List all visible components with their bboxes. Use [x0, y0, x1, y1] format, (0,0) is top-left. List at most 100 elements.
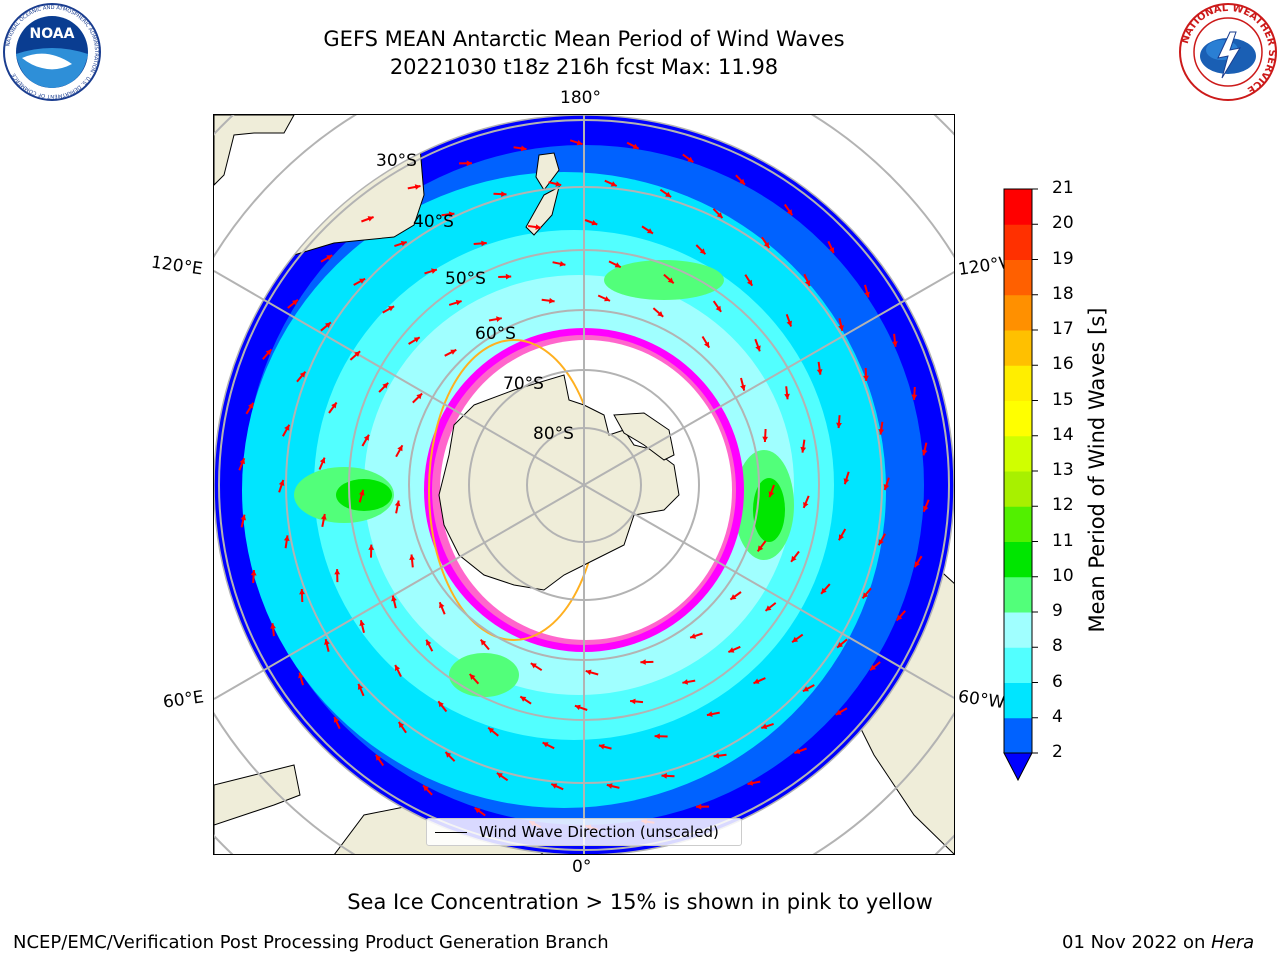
wind-wave-arrowhead — [331, 402, 337, 409]
wind-wave-arrowhead — [248, 402, 254, 409]
wind-wave-arrowhead — [614, 262, 621, 268]
wind-wave-arrowhead — [794, 748, 801, 754]
wind-wave-arrowhead — [690, 633, 696, 639]
footer-date: 01 Nov 2022 on Hera — [1062, 932, 1254, 953]
lon-label-120e: 120°E — [149, 252, 204, 280]
lat-label-50s: 50°S — [445, 269, 486, 289]
wind-wave-arrowhead — [838, 325, 844, 331]
wind-wave-arrowhead — [496, 316, 502, 322]
wind-wave-arrowhead — [802, 686, 809, 692]
legend-label: Wind Wave Direction (unscaled) — [479, 823, 719, 841]
footer-date-text: 01 Nov 2022 on — [1062, 932, 1212, 953]
colorbar-segment — [1004, 330, 1032, 366]
wind-wave-arrowhead — [357, 683, 364, 690]
wind-wave-arrowhead — [728, 647, 735, 653]
colorbar-segment — [1004, 365, 1032, 401]
wind-wave-arrowhead — [761, 723, 768, 730]
footer-credit: NCEP/EMC/Verification Post Processing Pr… — [13, 932, 609, 953]
wind-wave-arrowhead — [284, 424, 290, 431]
wind-wave-arrowhead — [667, 277, 674, 284]
wind-wave-arrowhead — [804, 280, 811, 287]
wind-wave-arrowhead — [657, 311, 664, 317]
wind-wave-arrowhead — [757, 545, 764, 552]
wind-wave-arrowhead — [325, 322, 331, 328]
wind-wave-arrowhead — [821, 587, 827, 594]
colorbar-tick-label: 14 — [1052, 424, 1074, 445]
wind-wave-arrowhead — [682, 679, 688, 685]
wind-wave-arrowhead — [765, 605, 772, 611]
colorbar-segment — [1004, 506, 1032, 542]
wind-wave-arrowhead — [792, 636, 799, 643]
noaa-logo-text: NOAA — [30, 26, 75, 42]
wind-wave-arrows — [238, 139, 930, 831]
wind-wave-arrowhead — [359, 278, 366, 284]
wind-wave-arrowhead — [395, 665, 401, 671]
wind-wave-arrowhead — [921, 449, 928, 456]
wind-wave-arrowhead — [878, 539, 884, 546]
wind-wave-arrowhead — [837, 642, 843, 648]
wind-wave-arrowhead — [747, 279, 753, 286]
wind-wave-arrowhead — [326, 255, 333, 261]
colorbar-segment — [1004, 189, 1032, 225]
wind-wave-arrowhead — [696, 803, 702, 810]
wind-wave-arrowhead — [896, 614, 903, 621]
legend-line-icon — [435, 831, 467, 833]
wind-wave-arrowhead — [319, 457, 326, 464]
wind-wave-arrowhead — [481, 240, 487, 247]
wind-wave-arrowhead — [687, 156, 694, 163]
colorbar-segment — [1004, 224, 1032, 260]
wind-wave-arrowhead — [585, 669, 592, 676]
wind-wave-arrowhead — [576, 139, 583, 146]
wind-wave-arrowhead — [375, 754, 382, 761]
wind-wave-arrowhead — [739, 178, 745, 185]
colorbar-segment — [1004, 682, 1032, 719]
colorbar-tick-label: 19 — [1052, 248, 1074, 269]
wind-wave-arrowhead — [784, 393, 790, 400]
wind-wave-arrowhead — [598, 743, 605, 750]
wind-wave-arrowhead — [883, 484, 890, 490]
wind-wave-arrowhead — [278, 480, 285, 486]
colorbar — [1003, 188, 1038, 782]
colorbar-tick-label: 21 — [1052, 178, 1074, 198]
wind-wave-arrowhead — [862, 592, 869, 599]
wind-wave-arrowhead — [704, 341, 710, 348]
wind-wave-arrowhead — [363, 434, 369, 441]
wind-wave-arrowhead — [535, 224, 541, 230]
wind-wave-arrowhead — [610, 181, 617, 187]
wind-wave-arrowhead — [753, 678, 760, 684]
wind-wave-arrowhead — [409, 554, 415, 560]
wind-wave-arrowhead — [551, 783, 558, 789]
wind-wave-arrowhead — [892, 341, 898, 347]
wind-wave-arrowhead — [298, 672, 304, 679]
footer-host: Hera — [1211, 932, 1255, 953]
wind-wave-arrowhead — [716, 212, 723, 218]
colorbar-segment — [1004, 612, 1032, 648]
wind-wave-arrowhead — [520, 696, 527, 702]
wind-wave-arrowhead — [321, 514, 327, 520]
lon-label-0: 0° — [572, 857, 592, 877]
wind-wave-arrowhead — [270, 623, 276, 629]
colorbar-tick-label: 9 — [1052, 601, 1063, 621]
wind-wave-arrowhead — [505, 273, 512, 280]
wind-wave-arrowhead — [414, 184, 421, 190]
wind-wave-arrowhead — [665, 191, 672, 198]
colorbar-label: Mean Period of Wind Waves [s] — [1085, 307, 1109, 633]
colorbar-segment — [1004, 294, 1032, 331]
wind-wave-arrowhead — [661, 773, 667, 779]
wind-wave-arrowhead — [654, 733, 660, 740]
wind-wave-arrowhead — [413, 337, 420, 343]
wind-wave-arrowhead — [786, 209, 793, 216]
wind-wave-arrowhead — [448, 211, 455, 218]
colorbar-tick-label: 15 — [1052, 389, 1074, 410]
wind-wave-arrowhead — [400, 240, 407, 247]
wind-wave-arrowhead — [828, 247, 835, 254]
colorbar-tick-label: 8 — [1052, 636, 1063, 657]
wind-wave-arrowhead — [630, 698, 636, 705]
lat-label-80s: 80°S — [533, 424, 574, 444]
wind-wave-arrowhead — [240, 514, 247, 521]
wind-wave-arrowhead — [431, 268, 437, 274]
wind-wave-arrowhead — [359, 489, 365, 496]
wind-wave-arrowhead — [542, 742, 549, 748]
wind-wave-arrowhead — [359, 620, 365, 626]
wind-wave-arrowhead — [488, 727, 495, 734]
